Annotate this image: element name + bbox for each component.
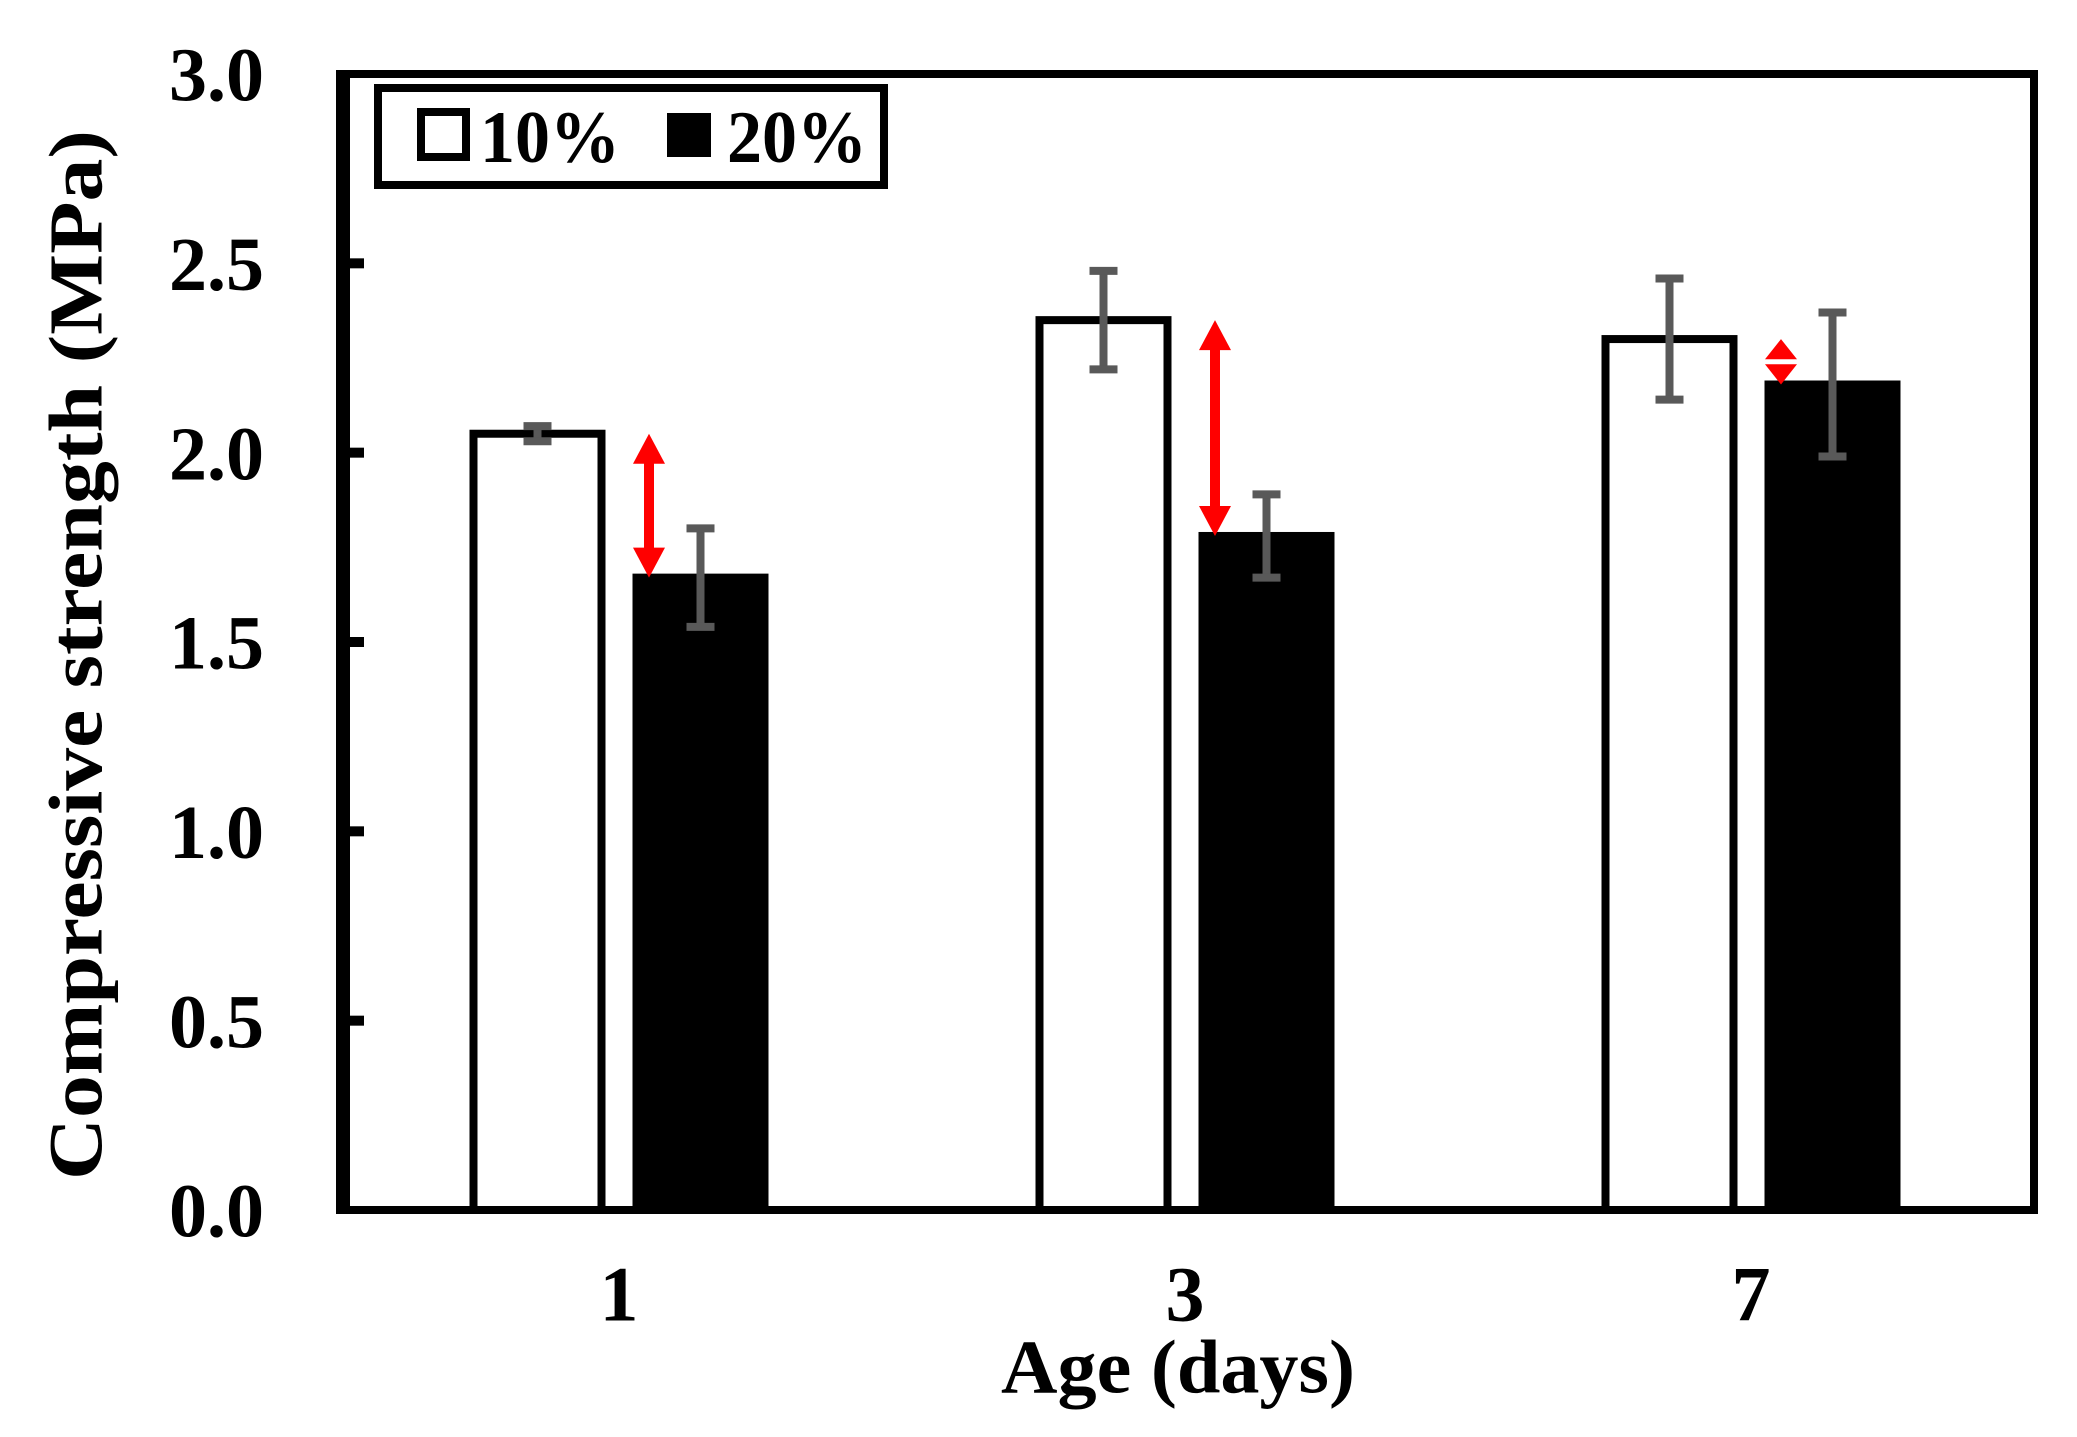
x-category-label: 3: [1166, 1250, 1205, 1337]
bar-10pct: [469, 429, 606, 1214]
plot-frame: [336, 70, 2038, 1214]
bar-20pct: [1764, 380, 1901, 1214]
bar-10pct: [1601, 335, 1738, 1215]
y-tick-label: 3.0: [169, 34, 264, 118]
legend-swatch-10pct: [417, 108, 470, 161]
legend-label-10pct: 10%: [480, 97, 620, 179]
bar-20pct: [1198, 531, 1335, 1214]
legend-label-20pct: 20%: [727, 97, 867, 179]
diff-arrow-head-down: [1765, 364, 1797, 385]
x-category-label: 1: [600, 1250, 639, 1337]
y-tick-label: 0.5: [169, 980, 264, 1064]
diff-arrow-head-up: [1765, 339, 1797, 360]
diff-arrow-head-up: [633, 433, 665, 464]
legend-swatch-20pct: [667, 113, 711, 157]
legend: 10% 20%: [374, 84, 888, 189]
y-tick-label: 0.0: [169, 1170, 264, 1254]
y-tick-label: 2.0: [169, 412, 264, 496]
y-tick-label: 2.5: [169, 223, 264, 307]
y-axis-title: Compressive strength (MPa): [35, 130, 119, 1180]
y-tick-label: 1.0: [169, 791, 264, 875]
bar-10pct: [1035, 316, 1172, 1214]
y-tick-label: 1.5: [169, 602, 264, 686]
bar-20pct: [632, 573, 769, 1214]
diff-arrow-head-down: [1199, 505, 1231, 536]
diff-arrow-head-up: [1199, 320, 1231, 351]
x-axis-title: Age (days): [1001, 1326, 1355, 1410]
x-category-label: 7: [1732, 1250, 1771, 1337]
diff-arrow-head-down: [633, 547, 665, 578]
